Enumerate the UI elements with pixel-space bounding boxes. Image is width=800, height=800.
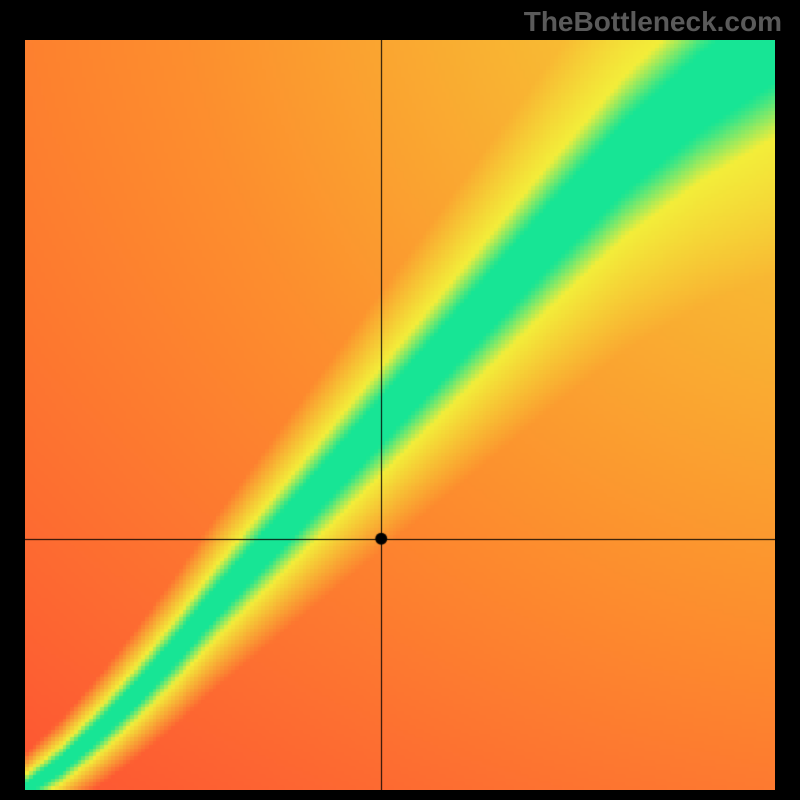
chart-container: TheBottleneck.com xyxy=(0,0,800,800)
watermark-text: TheBottleneck.com xyxy=(524,6,782,38)
bottleneck-heatmap xyxy=(25,40,775,790)
